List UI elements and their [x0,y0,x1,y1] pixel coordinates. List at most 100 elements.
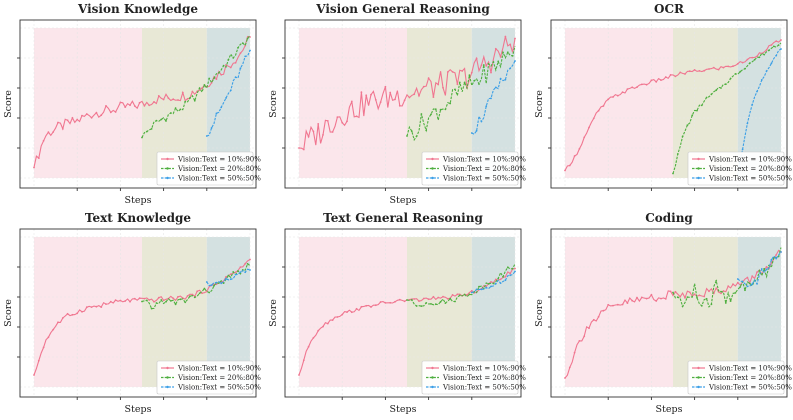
legend-entry-2: Vision:Text = 20%:80% [161,165,261,173]
data-point [406,299,408,301]
data-point [772,45,775,48]
data-point [502,275,504,278]
data-point [485,285,488,288]
data-point [490,285,492,288]
data-point [473,79,476,82]
data-point [66,312,69,315]
data-point [210,284,213,286]
data-point [234,76,237,79]
data-point [470,132,473,134]
data-point [225,97,227,99]
data-point [681,135,684,138]
data-point [317,329,320,332]
data-point [350,100,353,103]
data-point [449,297,452,300]
chart-panel-text-knowledge: Text Knowledge Steps Score Vision:Text = 10… [3,211,261,415]
legend-marker [166,385,169,389]
data-point [645,83,648,86]
data-point [217,282,220,284]
series-line [141,263,251,310]
data-point [220,73,223,76]
data-point [679,71,682,74]
data-point [504,35,507,38]
data-point [446,297,449,300]
data-point [302,148,305,151]
data-point [33,374,35,376]
data-point [196,290,199,293]
legend-label: Vision:Text = 20%:80% [442,165,526,173]
data-point [331,131,334,133]
series-line [564,39,782,171]
data-point [698,70,701,72]
data-point [739,286,742,288]
data-point [398,298,401,301]
legend-entry-1: Vision:Text = 10%:90% [161,364,261,372]
data-point [756,271,758,274]
data-point [420,305,423,307]
x-axis-label: Steps [656,404,683,415]
data-point [775,54,778,57]
data-point [636,296,638,299]
data-point [744,67,746,70]
data-point [449,102,452,105]
y-axis-label: Score [3,299,14,327]
axes-frame [550,228,788,398]
data-point [626,302,629,304]
data-point [664,298,667,300]
data-point [768,49,770,52]
data-point [203,84,206,86]
data-point [85,306,88,309]
data-point [621,91,624,93]
data-point [227,274,230,277]
data-point [208,77,211,80]
data-point [612,304,614,307]
legend-label: Vision:Text = 10%:90% [442,364,526,372]
series-1-vision-text-10-90 [564,39,782,172]
data-point [384,85,387,88]
data-point [736,281,739,284]
data-point [621,303,624,306]
axes-frame [284,228,522,398]
data-point [222,282,225,284]
data-point [592,318,595,321]
data-point [420,113,423,115]
data-point [760,79,763,81]
data-point [439,108,442,111]
data-point [76,312,79,315]
data-point [478,285,480,288]
data-point [394,300,396,303]
data-point [487,63,490,65]
data-point [676,153,679,155]
data-point [650,79,653,82]
data-point [490,71,492,74]
data-point [346,311,348,313]
stage-region-1 [34,28,142,178]
data-point [514,37,516,40]
data-point [394,98,396,101]
data-point [470,289,473,292]
data-point [365,304,368,307]
legend-entry-2: Vision:Text = 20%:80% [426,374,526,382]
data-point [210,127,213,129]
data-point [191,90,194,93]
data-point [148,104,151,107]
data-point [410,299,413,301]
data-point [341,313,344,316]
data-point [249,269,251,271]
data-point [494,86,497,89]
stage-region-1 [565,28,673,178]
series-3-vision-text-50-50 [205,49,251,137]
data-point [167,97,170,99]
data-point [229,273,232,276]
data-point [307,345,310,348]
data-point [734,73,737,75]
data-point [160,299,163,301]
data-point [686,124,689,126]
data-point [162,98,165,101]
data-point [42,139,45,142]
data-point [780,48,782,50]
data-point [765,49,768,51]
data-point [437,296,440,299]
series-line [672,42,782,174]
chart-title: Coding [645,211,693,225]
